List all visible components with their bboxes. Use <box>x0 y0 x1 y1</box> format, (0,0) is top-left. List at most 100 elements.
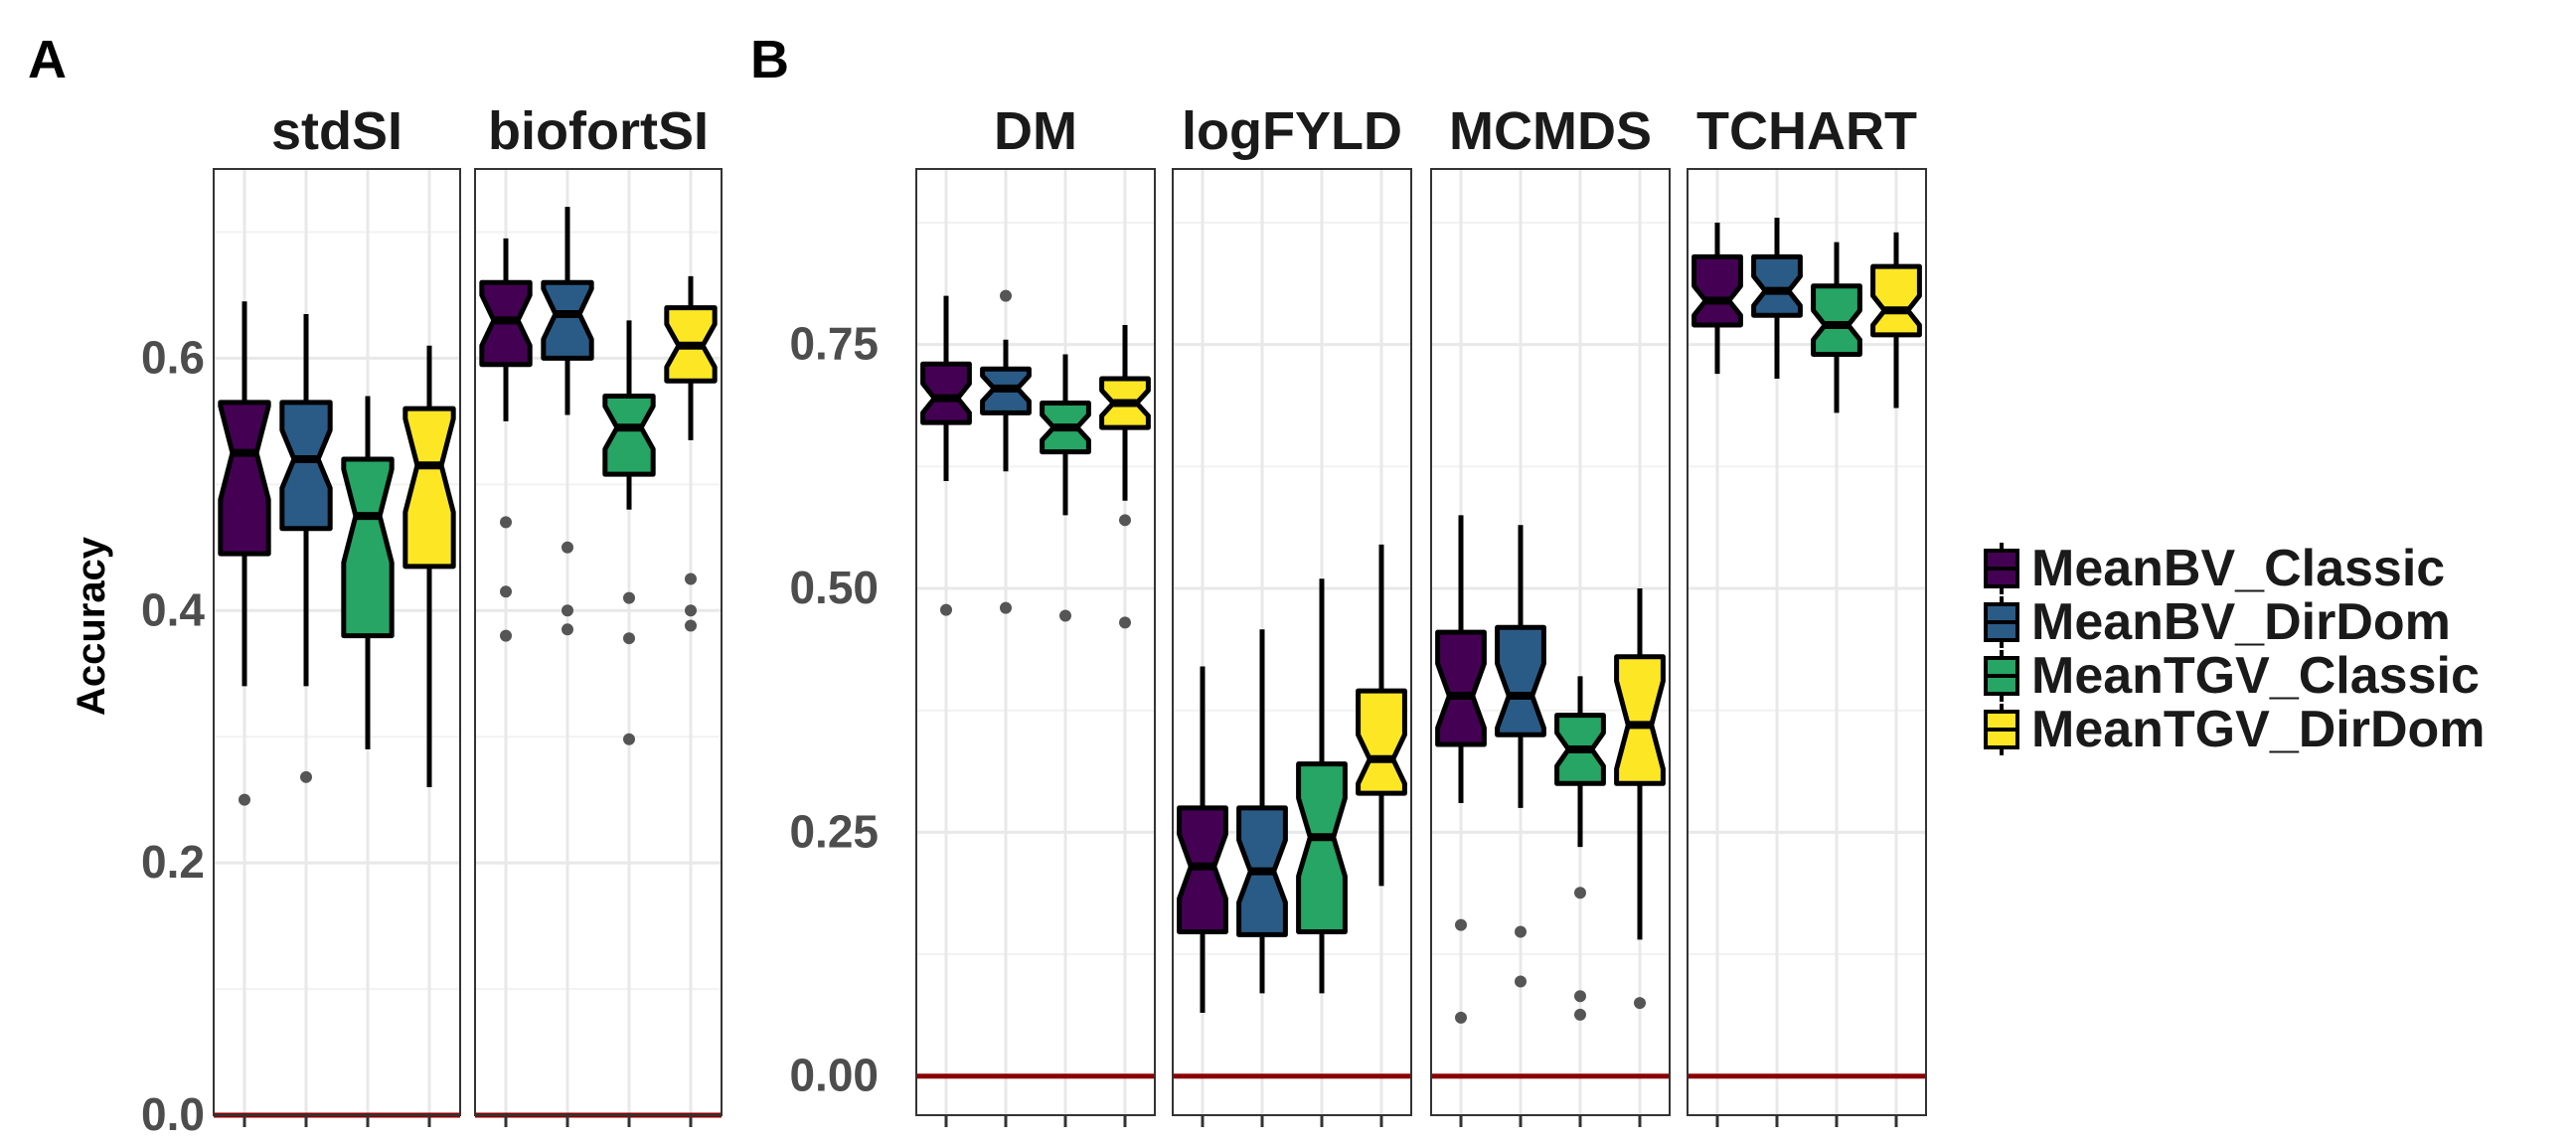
y-tick-label: 0.25 <box>789 805 879 857</box>
facet-title: biofortSI <box>488 101 709 161</box>
facet-title: stdSI <box>271 101 402 161</box>
facet-biofortsi: biofortSI <box>474 101 723 1127</box>
facet-border <box>213 168 461 1116</box>
box-meantgv-dirdom <box>1356 544 1407 887</box>
outlier-point <box>1000 601 1012 614</box>
panel-label-b: B <box>750 30 789 89</box>
y-tick-label: 0.2 <box>141 836 205 888</box>
outlier-point <box>1119 514 1131 527</box>
notched-box <box>1751 253 1803 318</box>
facet-stdsi: stdSI <box>213 101 461 1127</box>
box-meanbv-classic <box>1435 515 1487 1024</box>
box-meanbv-dirdom <box>541 207 594 636</box>
outlier-point <box>685 619 697 632</box>
box-meantgv-classic <box>1040 354 1091 622</box>
outlier-point <box>500 585 512 598</box>
facet-title: MCMDS <box>1449 101 1652 161</box>
outlier-point <box>1455 918 1467 931</box>
notched-box <box>1356 688 1407 796</box>
outlier-point <box>500 629 512 642</box>
legend-label: MeanBV_Classic <box>2031 540 2445 597</box>
outlier-point <box>623 632 635 645</box>
y-tick-label: 0.6 <box>141 331 205 383</box>
legend-item: MeanBV_DirDom <box>1984 593 2451 651</box>
outlier-point <box>623 591 635 604</box>
facet-border <box>474 168 723 1116</box>
notched-box <box>1691 253 1743 328</box>
y-tick-label: 0.50 <box>789 562 879 613</box>
facet-title: logFYLD <box>1182 101 1402 161</box>
notched-box <box>1614 654 1666 786</box>
legend-label: MeanBV_DirDom <box>2031 593 2451 651</box>
facet-border <box>1172 168 1412 1116</box>
notched-box <box>402 406 456 570</box>
box-meanbv-dirdom <box>1236 629 1288 994</box>
box-meantgv-dirdom <box>1099 325 1151 629</box>
notched-box <box>1435 629 1487 747</box>
box-meantgv-dirdom <box>1614 588 1666 1010</box>
notched-box <box>341 456 395 639</box>
facet-border <box>1430 168 1671 1116</box>
outlier-point <box>1059 609 1071 622</box>
outlier-point <box>239 793 250 806</box>
notched-box <box>920 361 972 425</box>
box-meantgv-dirdom <box>1870 232 1922 409</box>
outlier-point <box>1574 887 1586 900</box>
outlier-point <box>1000 289 1012 302</box>
box-meantgv-classic <box>602 320 656 745</box>
notched-box <box>1870 263 1922 338</box>
notched-box <box>1296 761 1348 934</box>
box-meantgv-classic <box>341 396 395 749</box>
outlier-point <box>1119 616 1131 629</box>
outlier-point <box>685 572 697 585</box>
outlier-point <box>562 541 573 554</box>
y-axis-label-accuracy: Accuracy <box>70 536 113 716</box>
notched-box <box>1811 283 1862 357</box>
panel-label-a: A <box>28 30 67 89</box>
facet-logfyld: logFYLD <box>1172 101 1412 1127</box>
outlier-point <box>1574 990 1586 1003</box>
chart-panels: 0.0 0.2 0.4 0.6 stdSI biofortSI 0.00 0.25 0.50 0.… <box>141 101 1927 1140</box>
notched-box <box>1495 624 1546 737</box>
facet-border <box>1687 168 1927 1116</box>
outlier-point <box>1634 997 1646 1010</box>
box-meantgv-classic <box>1296 578 1348 994</box>
box-meanbv-dirdom <box>980 289 1032 614</box>
facet-tchart: TCHART <box>1687 101 1927 1127</box>
box-meanbv-classic <box>1177 666 1228 1013</box>
box-meantgv-dirdom <box>402 345 456 787</box>
box-meantgv-dirdom <box>664 275 718 632</box>
legend-label: MeanTGV_Classic <box>2031 647 2480 705</box>
outlier-point <box>1455 1011 1467 1024</box>
outlier-point <box>623 733 635 745</box>
box-meanbv-dirdom <box>1751 218 1803 380</box>
outlier-point <box>500 516 512 529</box>
notched-box <box>218 400 271 557</box>
legend-item: MeanBV_Classic <box>1984 540 2445 597</box>
facet-dm: DM <box>915 101 1156 1127</box>
y-tick-label: 0.4 <box>141 583 205 635</box>
outlier-point <box>562 604 573 617</box>
legend-item: MeanTGV_Classic <box>1984 647 2480 705</box>
facet-title: DM <box>994 101 1077 161</box>
box-meantgv-classic <box>1554 676 1606 1021</box>
facet-border <box>915 168 1156 1116</box>
outlier-point <box>562 623 573 636</box>
box-meantgv-classic <box>1811 242 1862 413</box>
outlier-point <box>1515 975 1527 988</box>
outlier-point <box>1515 925 1527 938</box>
y-tick-label: 0.75 <box>789 318 879 370</box>
legend-item: MeanTGV_DirDom <box>1984 701 2486 758</box>
box-meanbv-dirdom <box>1495 525 1546 988</box>
notched-box <box>279 400 333 532</box>
outlier-point <box>1574 1008 1586 1021</box>
outlier-point <box>685 604 697 617</box>
legend-label: MeanTGV_DirDom <box>2031 701 2486 758</box>
notched-box <box>602 393 656 477</box>
box-meanbv-classic <box>218 301 271 806</box>
facet-mcmds: MCMDS <box>1430 101 1671 1127</box>
box-meanbv-classic <box>920 295 972 616</box>
outlier-point <box>940 603 952 616</box>
box-meanbv-dirdom <box>279 313 333 783</box>
